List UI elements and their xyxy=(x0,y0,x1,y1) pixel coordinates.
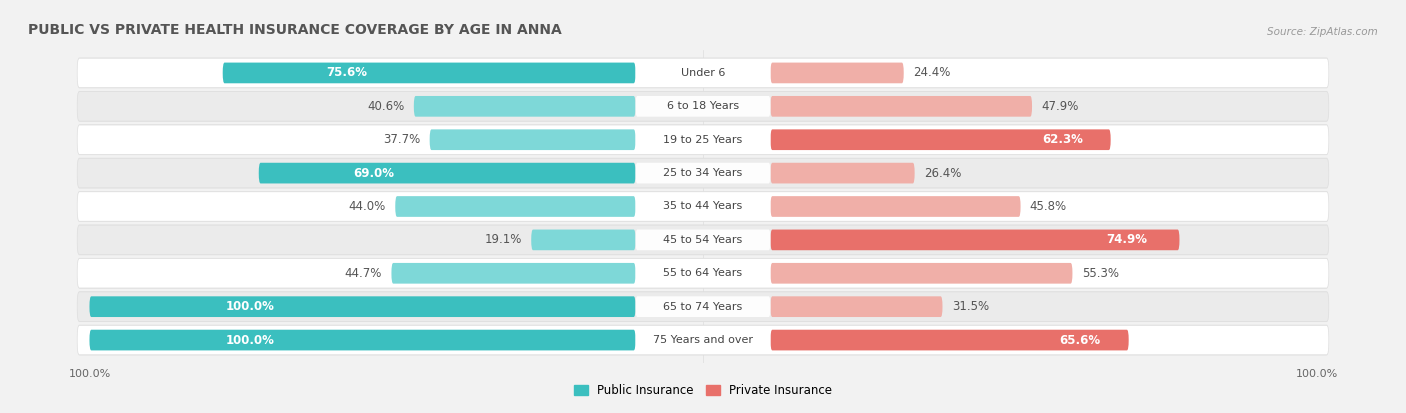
Text: 75.6%: 75.6% xyxy=(326,66,367,79)
FancyBboxPatch shape xyxy=(395,196,636,217)
Text: 100.0%: 100.0% xyxy=(226,300,274,313)
Text: 65 to 74 Years: 65 to 74 Years xyxy=(664,301,742,312)
FancyBboxPatch shape xyxy=(77,159,1329,188)
FancyBboxPatch shape xyxy=(636,330,770,350)
FancyBboxPatch shape xyxy=(770,129,1111,150)
Text: 45.8%: 45.8% xyxy=(1029,200,1067,213)
Text: Source: ZipAtlas.com: Source: ZipAtlas.com xyxy=(1267,27,1378,37)
FancyBboxPatch shape xyxy=(77,124,1329,155)
FancyBboxPatch shape xyxy=(430,129,636,150)
Text: 19.1%: 19.1% xyxy=(485,233,522,247)
Text: 24.4%: 24.4% xyxy=(912,66,950,79)
Text: 55 to 64 Years: 55 to 64 Years xyxy=(664,268,742,278)
FancyBboxPatch shape xyxy=(636,163,770,183)
FancyBboxPatch shape xyxy=(90,296,636,317)
FancyBboxPatch shape xyxy=(636,296,770,317)
FancyBboxPatch shape xyxy=(770,163,915,183)
FancyBboxPatch shape xyxy=(636,196,770,217)
Text: 40.6%: 40.6% xyxy=(367,100,405,113)
FancyBboxPatch shape xyxy=(636,230,770,250)
Text: 69.0%: 69.0% xyxy=(353,166,394,180)
Text: 45 to 54 Years: 45 to 54 Years xyxy=(664,235,742,245)
FancyBboxPatch shape xyxy=(77,259,1329,288)
Text: PUBLIC VS PRIVATE HEALTH INSURANCE COVERAGE BY AGE IN ANNA: PUBLIC VS PRIVATE HEALTH INSURANCE COVER… xyxy=(28,23,562,37)
Text: 55.3%: 55.3% xyxy=(1081,267,1119,280)
FancyBboxPatch shape xyxy=(770,96,1032,117)
FancyBboxPatch shape xyxy=(77,125,1329,154)
Text: 62.3%: 62.3% xyxy=(1043,133,1084,146)
Text: 47.9%: 47.9% xyxy=(1042,100,1078,113)
FancyBboxPatch shape xyxy=(90,330,636,350)
FancyBboxPatch shape xyxy=(77,57,1329,88)
Text: 25 to 34 Years: 25 to 34 Years xyxy=(664,168,742,178)
FancyBboxPatch shape xyxy=(77,291,1329,322)
FancyBboxPatch shape xyxy=(77,325,1329,355)
FancyBboxPatch shape xyxy=(770,263,1073,284)
Text: 100.0%: 100.0% xyxy=(226,334,274,347)
Text: 74.9%: 74.9% xyxy=(1105,233,1147,247)
Text: 75 Years and over: 75 Years and over xyxy=(652,335,754,345)
Text: 65.6%: 65.6% xyxy=(1059,334,1099,347)
FancyBboxPatch shape xyxy=(391,263,636,284)
FancyBboxPatch shape xyxy=(770,196,1021,217)
FancyBboxPatch shape xyxy=(770,63,904,83)
FancyBboxPatch shape xyxy=(77,192,1329,221)
Text: 6 to 18 Years: 6 to 18 Years xyxy=(666,101,740,112)
Text: 19 to 25 Years: 19 to 25 Years xyxy=(664,135,742,145)
Text: 44.0%: 44.0% xyxy=(349,200,387,213)
FancyBboxPatch shape xyxy=(770,230,1180,250)
FancyBboxPatch shape xyxy=(636,129,770,150)
Text: Under 6: Under 6 xyxy=(681,68,725,78)
FancyBboxPatch shape xyxy=(531,230,636,250)
FancyBboxPatch shape xyxy=(222,63,636,83)
FancyBboxPatch shape xyxy=(636,63,770,83)
Text: 37.7%: 37.7% xyxy=(384,133,420,146)
Text: 31.5%: 31.5% xyxy=(952,300,988,313)
FancyBboxPatch shape xyxy=(77,292,1329,321)
FancyBboxPatch shape xyxy=(77,191,1329,222)
Text: 35 to 44 Years: 35 to 44 Years xyxy=(664,202,742,211)
Text: 26.4%: 26.4% xyxy=(924,166,962,180)
FancyBboxPatch shape xyxy=(77,91,1329,122)
FancyBboxPatch shape xyxy=(77,225,1329,255)
FancyBboxPatch shape xyxy=(413,96,636,117)
FancyBboxPatch shape xyxy=(77,92,1329,121)
FancyBboxPatch shape xyxy=(77,325,1329,356)
FancyBboxPatch shape xyxy=(77,58,1329,88)
FancyBboxPatch shape xyxy=(77,158,1329,188)
FancyBboxPatch shape xyxy=(770,330,1129,350)
FancyBboxPatch shape xyxy=(636,96,770,117)
Text: 44.7%: 44.7% xyxy=(344,267,382,280)
FancyBboxPatch shape xyxy=(77,258,1329,289)
Legend: Public Insurance, Private Insurance: Public Insurance, Private Insurance xyxy=(569,379,837,401)
FancyBboxPatch shape xyxy=(259,163,636,183)
FancyBboxPatch shape xyxy=(636,263,770,284)
FancyBboxPatch shape xyxy=(77,225,1329,254)
FancyBboxPatch shape xyxy=(770,296,942,317)
